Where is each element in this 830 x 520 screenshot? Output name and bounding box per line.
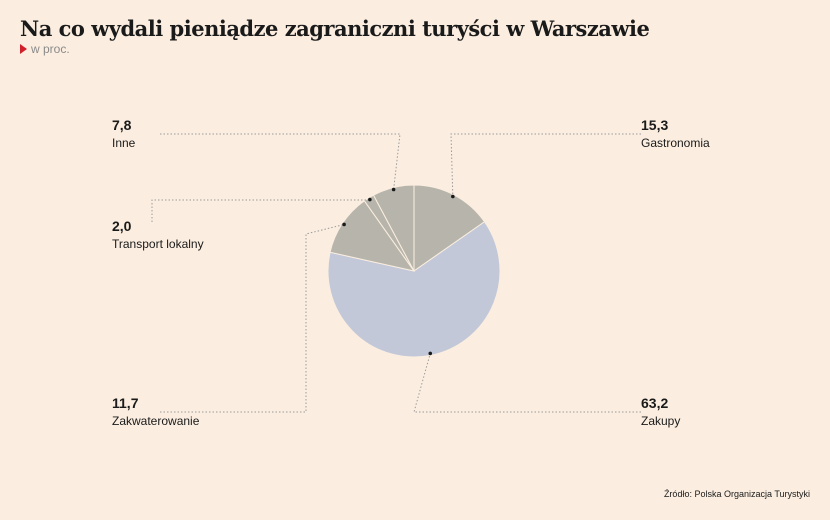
- slice-anchor-dot: [368, 197, 372, 202]
- slice-value-label: 11,7: [112, 395, 139, 411]
- subtitle-text: w proc.: [31, 42, 70, 56]
- leader-line: [450, 133, 641, 197]
- chart-title: Na co wydali pieniądze zagraniczni turyś…: [20, 16, 650, 41]
- pie-slice: [327, 221, 501, 358]
- slice-value-label: 15,3: [641, 117, 668, 133]
- pie-slice: [413, 184, 486, 272]
- chart-subtitle: w proc.: [20, 42, 70, 56]
- slice-value-label: 63,2: [641, 395, 668, 411]
- leader-line: [413, 353, 641, 413]
- slice-category-label: Zakwaterowanie: [112, 414, 200, 428]
- slice-anchor-dot: [428, 351, 433, 356]
- slice-category-label: Gastronomia: [641, 136, 710, 150]
- pie-slice: [372, 184, 415, 272]
- leader-line: [160, 223, 345, 413]
- slice-category-label: Inne: [112, 136, 136, 150]
- slice-anchor-dot: [451, 194, 455, 199]
- triangle-marker-icon: [20, 44, 27, 54]
- slice-anchor-dot: [342, 222, 346, 227]
- leader-line: [151, 199, 370, 222]
- slice-category-label: Transport lokalny: [112, 237, 204, 251]
- slice-category-label: Zakupy: [641, 414, 680, 428]
- source-note: Źródło: Polska Organizacja Turystyki: [663, 489, 810, 499]
- leader-line: [160, 133, 401, 190]
- pie-slice: [329, 200, 416, 272]
- slice-value-label: 7,8: [112, 117, 132, 133]
- slice-value-label: 2,0: [112, 218, 132, 234]
- slice-anchor-dot: [391, 187, 396, 192]
